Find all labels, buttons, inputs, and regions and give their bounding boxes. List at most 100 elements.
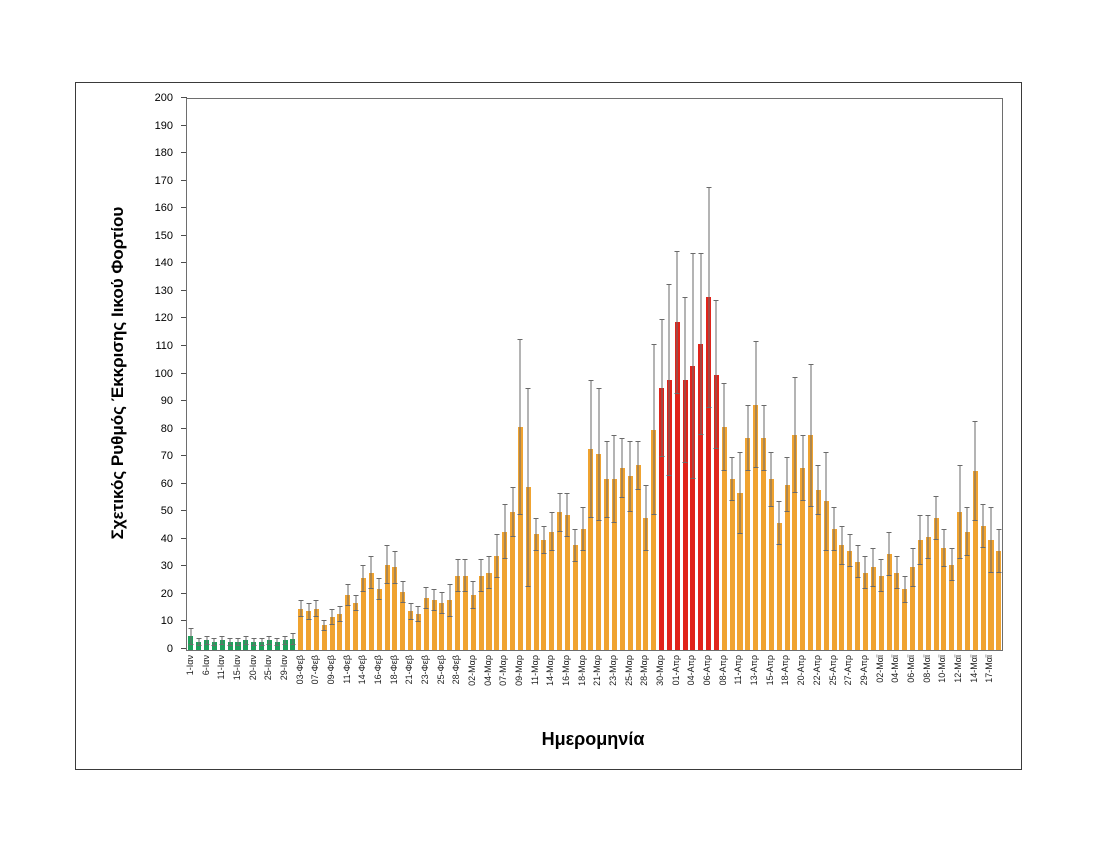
bar [964,531,970,650]
y-tick-label: 150 [154,229,173,242]
error-bar [235,637,241,647]
bar [737,492,743,650]
error-bar [337,605,343,623]
error-bar [792,377,798,493]
error-bar [800,435,806,502]
bar-slot [250,99,258,650]
bar-slot [367,99,375,650]
bar [564,515,570,650]
bar [549,531,555,650]
bar-slot [618,99,626,650]
figure-frame: Σχετικός Ρυθμός Έκκρισης Ιικού Φορτίου 0… [75,82,1022,770]
y-tick-label: 60 [160,477,173,490]
bar-slot [634,99,642,650]
error-bar [910,548,916,587]
bar [784,484,790,650]
bar-slot [375,99,383,650]
bar [878,575,884,650]
bar [721,426,727,650]
y-tick-label: 190 [154,119,173,132]
error-bar [564,492,570,538]
bar [611,479,617,650]
bar [447,600,453,650]
y-tick-mark [181,372,187,374]
error-bar [831,506,837,551]
error-bar [486,556,492,590]
error-bar [204,636,210,645]
error-bar [368,556,374,590]
y-tick-label: 70 [160,450,173,463]
error-bar [878,559,884,593]
y-tick-label: 20 [160,587,173,600]
bar-slot [995,99,1003,650]
bar [643,517,649,650]
bar [776,523,782,650]
bar [227,641,233,650]
error-bar [517,338,523,516]
bar-slot [642,99,650,650]
x-tick-label: 20-Ιαν [247,655,258,681]
error-bar [470,581,476,609]
bar [808,435,814,650]
x-tick-label: 04-Μαϊ [890,655,901,683]
x-tick-label: 28-Φεβ [451,655,462,685]
bar-slot [893,99,901,650]
y-tick-label: 120 [154,312,173,325]
bar [298,608,304,650]
x-tick-label: 11-Μαρ [529,655,540,686]
bar [870,567,876,650]
x-tick-label: 18-Απρ [780,655,791,686]
y-tick-label: 180 [154,147,173,160]
error-bar [996,528,1002,573]
error-bar [611,435,617,524]
y-tick-mark [181,262,187,264]
bar-slot [736,99,744,650]
y-tick-mark [181,289,187,291]
bar [815,490,821,650]
error-bar [306,603,312,620]
x-tick-label: 06-Μαϊ [905,655,916,683]
x-tick-label: 06-Απρ [702,655,713,686]
error-bar [902,575,908,604]
bar-slot [830,99,838,650]
error-bar [525,388,531,588]
bar [651,429,657,650]
error-bar [666,283,672,477]
y-tick-label: 200 [154,92,173,104]
bar [941,548,947,650]
error-bar [478,559,484,593]
bar [557,512,563,650]
bar-slot [697,99,705,650]
x-tick-label: 04-Απρ [686,655,697,686]
bar-slot [297,99,305,650]
error-bar [596,388,602,521]
error-bar [243,636,249,645]
error-bar [321,619,327,631]
bar-slot [940,99,948,650]
error-bar [761,404,767,472]
bar-slot [469,99,477,650]
bar-slot [211,99,219,650]
y-tick-mark [181,207,187,209]
y-tick-mark [181,344,187,346]
bar [400,592,406,650]
bar [478,575,484,650]
bar-slot [728,99,736,650]
error-bar [674,250,680,395]
y-tick-label: 90 [160,395,173,408]
x-tick-label: 27-Απρ [843,655,854,686]
bar-slot [579,99,587,650]
bar [533,534,539,650]
error-bar [196,637,202,647]
bar [572,545,578,650]
error-bar [925,515,931,560]
bar-slot [854,99,862,650]
x-tick-label: 6-Ιαν [200,655,211,676]
bar-slot [320,99,328,650]
error-bar [439,592,445,615]
bar [855,561,861,650]
x-tick-label: 15-Ιαν [231,655,242,681]
bar-slot [673,99,681,650]
bar-slot [901,99,909,650]
bar-slot [242,99,250,650]
